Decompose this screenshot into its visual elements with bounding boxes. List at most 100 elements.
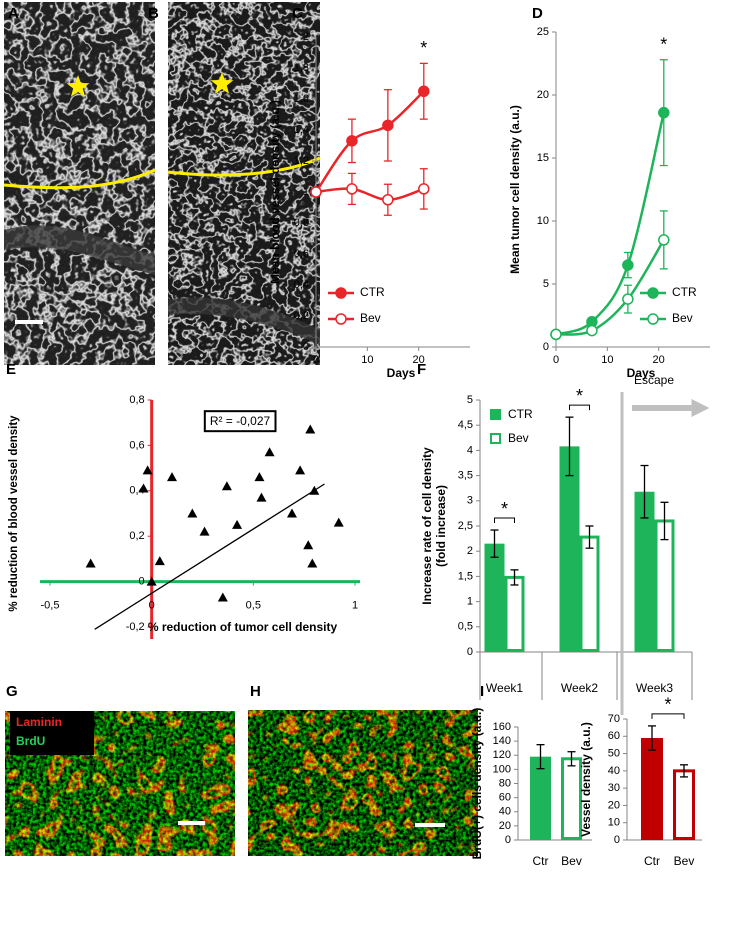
panel-label: E (6, 361, 16, 378)
y-tick-label: 20 (537, 89, 549, 101)
data-point (310, 186, 322, 198)
x-tick-label: 10 (601, 354, 613, 366)
bar (484, 543, 505, 652)
y-tick-label: 1,2 (294, 155, 309, 167)
panel-label: B (148, 5, 159, 22)
series-line (555, 112, 666, 336)
y-tick-label: 2 (467, 545, 473, 557)
legend-marker (647, 313, 659, 325)
bar (641, 738, 663, 840)
significance-bracket (651, 713, 685, 719)
y-tick-label: 5 (467, 394, 473, 406)
chart: -0,2 0 0,2 0,4 0,6 0,8 -0,5 0 0,5 1 % reduction of… (8, 394, 360, 639)
data-point (550, 328, 562, 341)
legend-label: Bev (508, 431, 529, 445)
y-tick-label: 0 (614, 834, 620, 846)
legend-marker (335, 287, 347, 299)
data-point (256, 492, 267, 502)
chart: 0 0,5 1 1,5 2 2,5 3 3,5 4 4,5 5 Week1 Week2 Week3 Incr… (420, 373, 710, 715)
panel-label: G (6, 683, 18, 700)
data-point (254, 472, 265, 482)
significance-bracket (569, 404, 590, 411)
y-tick-label: 2 (303, 31, 309, 43)
significance-mark: * (420, 38, 427, 58)
data-point (232, 519, 243, 529)
y-axis-title: Increase rate of cell density (420, 447, 434, 605)
y-tick-label: 0 (505, 834, 511, 846)
y-tick-label: 1 (303, 186, 309, 198)
significance-mark: * (664, 695, 671, 715)
y-tick-label: 0,6 (129, 439, 144, 451)
legend-label: Bev (360, 311, 381, 325)
x-axis-title: Days (387, 366, 416, 380)
bar (673, 769, 695, 840)
data-point (217, 592, 228, 602)
y-axis-title: (fold increase) (434, 485, 448, 567)
data-point (142, 465, 153, 475)
y-tick-label: 5 (543, 278, 549, 290)
trend-line (94, 483, 325, 630)
y-tick-label: 40 (608, 765, 620, 777)
data-point (85, 558, 96, 568)
panel-label: C (292, 5, 303, 22)
y-tick-label: 0,5 (458, 621, 473, 633)
legend-swatch (490, 409, 501, 420)
legend-label: CTR (360, 285, 385, 299)
photo-h (248, 710, 478, 856)
legend-brdu: BrdU (16, 734, 45, 748)
y-tick-label: 0 (543, 341, 549, 353)
y-axis-title: Mean tumor cell density (a.u.) (508, 105, 522, 274)
y-tick-label: 60 (499, 792, 511, 804)
y-tick-label: 40 (499, 806, 511, 818)
data-point (418, 85, 430, 97)
legend-label: CTR (672, 285, 697, 299)
r2-label: R² = -0,027 (210, 414, 271, 428)
legend-marker (335, 313, 347, 325)
y-tick-label: 1,5 (458, 570, 473, 582)
bar (579, 535, 600, 653)
y-tick-label: 100 (493, 763, 511, 775)
data-point (167, 472, 177, 482)
y-tick-label: 1,4 (294, 124, 309, 136)
data-point (138, 483, 149, 493)
y-tick-label: 0,4 (129, 485, 144, 497)
y-tick-label: 0,8 (294, 217, 309, 229)
y-tick-label: 20 (608, 799, 620, 811)
x-tick-label: Week2 (561, 681, 598, 695)
panel-label: I (480, 683, 484, 700)
significance-bracket (494, 517, 515, 524)
series-line (555, 239, 665, 336)
data-point (221, 481, 232, 491)
panel-label: D (532, 5, 543, 22)
y-tick-label: 4 (467, 444, 473, 456)
data-point (382, 194, 394, 206)
series-line (314, 90, 425, 193)
data-point (658, 234, 670, 246)
data-point (622, 293, 634, 305)
y-tick-label: 15 (537, 152, 549, 164)
bar (634, 491, 655, 652)
bar (654, 519, 675, 653)
y-tick-label: 1 (467, 596, 473, 608)
data-point (305, 424, 316, 434)
data-point (295, 465, 306, 475)
y-tick-label: 10 (537, 215, 549, 227)
data-point (309, 485, 320, 495)
panel-label: H (250, 683, 261, 700)
y-axis-title: Vessel density (a.u.) (579, 722, 593, 837)
x-tick-label: Ctr (644, 854, 660, 868)
chart: 0 20 40 60 80 100 120 140 160 Ctr Bev BrdU(+) cells… (470, 708, 592, 868)
y-tick-label: 1,6 (294, 93, 309, 105)
data-point (307, 558, 318, 568)
x-tick-label: -0,5 (41, 600, 60, 612)
y-tick-label: 0,8 (129, 394, 144, 406)
y-tick-label: 0,2 (129, 530, 144, 542)
x-tick-label: 0 (149, 600, 155, 612)
panel-label: F (417, 361, 426, 378)
bar (559, 446, 580, 652)
legend-marker (647, 287, 659, 299)
y-tick-label: 140 (493, 735, 511, 747)
y-tick-label: 60 (608, 730, 620, 742)
data-point (382, 119, 394, 132)
